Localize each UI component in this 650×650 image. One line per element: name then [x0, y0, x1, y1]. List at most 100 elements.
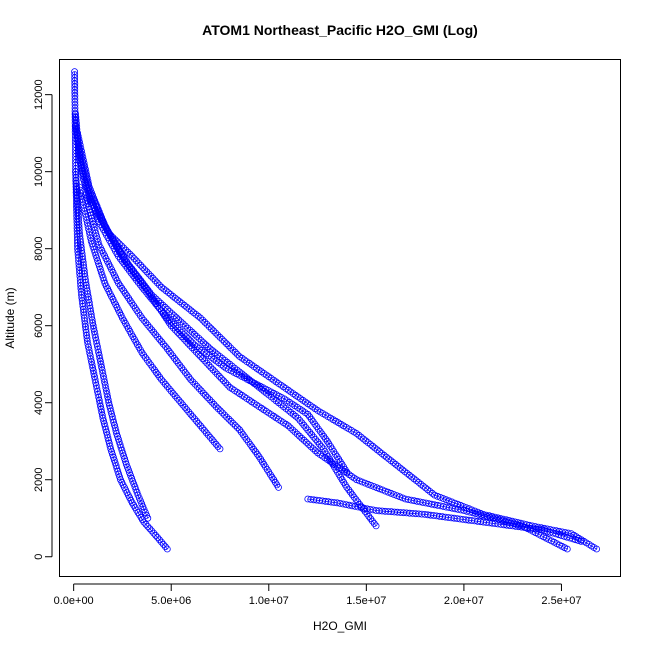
data-point	[154, 371, 162, 379]
data-point	[197, 422, 204, 430]
data-point	[182, 322, 189, 330]
data-point	[165, 347, 173, 355]
data-marks	[71, 68, 600, 553]
data-point	[368, 517, 376, 525]
data-point	[171, 294, 179, 302]
data-point	[222, 379, 230, 387]
data-point	[200, 426, 208, 434]
data-point	[350, 493, 358, 501]
data-point	[147, 272, 155, 280]
data-point	[431, 491, 439, 499]
data-point	[345, 486, 353, 494]
data-point	[371, 444, 379, 452]
data-point	[145, 270, 153, 278]
data-point	[304, 426, 312, 434]
data-point	[424, 486, 432, 494]
data-point	[118, 257, 126, 265]
data-point	[207, 364, 215, 371]
data-point	[156, 305, 163, 312]
data-point	[154, 333, 162, 341]
data-point	[137, 497, 144, 505]
data-point	[163, 314, 171, 322]
data-point	[205, 352, 213, 360]
x-axis: 0.0e+00 5.0e+06 1.0e+07 1.5e+07 2.0e+07 2.5e+…	[54, 583, 582, 607]
data-point	[381, 487, 389, 495]
data-point	[154, 534, 162, 541]
data-point	[72, 171, 80, 179]
data-point	[183, 371, 191, 379]
data-point	[225, 342, 233, 350]
data-point	[135, 259, 142, 267]
data-point	[152, 295, 160, 303]
data-point	[316, 427, 324, 435]
data-point	[207, 325, 215, 333]
y-tick-label: 8000	[33, 236, 45, 260]
data-point	[174, 359, 182, 367]
data-point	[419, 482, 427, 490]
data-point	[184, 339, 192, 347]
data-point	[415, 478, 423, 486]
data-point	[287, 424, 294, 432]
data-point	[180, 366, 187, 374]
x-tick-label: 2.0e+07	[444, 595, 484, 607]
data-point	[208, 436, 216, 444]
data-point	[72, 125, 80, 132]
data-point	[71, 71, 79, 78]
data-point	[212, 403, 220, 411]
data-point	[161, 312, 169, 320]
data-point	[289, 426, 297, 434]
data-point	[180, 331, 188, 339]
data-point	[163, 383, 171, 390]
data-point	[216, 353, 224, 360]
data-point	[74, 129, 81, 137]
data-point	[300, 436, 308, 444]
data-point	[318, 443, 325, 451]
data-point	[376, 448, 383, 456]
x-tick-label: 1.0e+07	[249, 595, 289, 607]
data-point	[195, 345, 203, 352]
data-point	[140, 286, 148, 294]
data-point	[189, 413, 197, 421]
data-point	[389, 459, 397, 466]
data-point	[205, 361, 213, 369]
data-point	[72, 122, 79, 129]
data-point	[189, 339, 196, 347]
y-tick-label: 0	[33, 554, 45, 560]
data-point	[347, 488, 354, 496]
data-point	[471, 507, 479, 515]
data-point	[152, 531, 160, 539]
data-point	[226, 383, 234, 391]
x-tick-label: 0.0e+00	[54, 595, 94, 607]
data-point	[161, 380, 169, 388]
data-point	[401, 468, 409, 476]
data-point	[294, 414, 302, 422]
data-point	[182, 337, 190, 345]
data-point	[211, 368, 219, 376]
data-point	[312, 435, 320, 443]
data-point	[382, 453, 390, 461]
data-point	[74, 132, 82, 140]
data-point	[362, 437, 370, 445]
data-point	[364, 480, 372, 488]
data-point	[139, 503, 147, 511]
data-point	[392, 460, 400, 468]
data-point	[422, 484, 429, 492]
data-point	[210, 327, 217, 335]
data-point	[170, 320, 178, 328]
data-point	[143, 268, 151, 276]
data-point	[220, 362, 227, 370]
data-point	[206, 433, 214, 441]
data-point	[210, 438, 218, 446]
data-point	[229, 346, 237, 354]
data-point	[361, 479, 369, 487]
x-tick-label: 1.5e+07	[346, 595, 386, 607]
data-point	[159, 378, 167, 386]
data-point	[211, 349, 219, 357]
data-point	[201, 318, 209, 326]
data-point	[138, 500, 146, 508]
data-point	[176, 298, 184, 306]
data-point	[370, 520, 378, 527]
data-point	[300, 421, 308, 429]
data-point	[373, 446, 381, 454]
data-point	[174, 324, 182, 332]
